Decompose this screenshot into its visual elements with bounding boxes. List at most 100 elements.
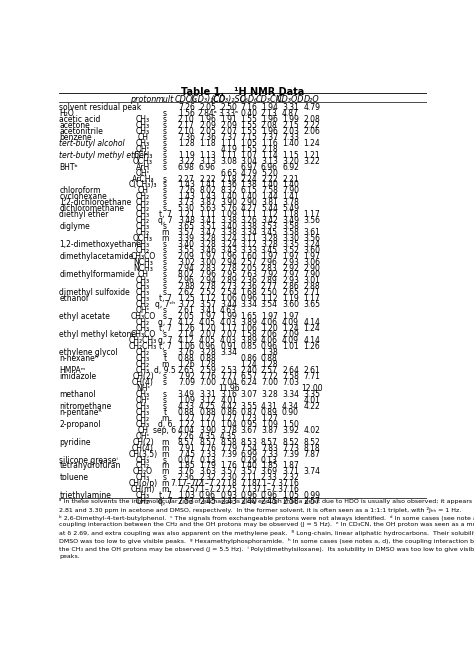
Text: CH₃: CH₃ <box>136 408 150 417</box>
Text: 1.79: 1.79 <box>199 461 216 470</box>
Text: 0.88: 0.88 <box>199 408 216 417</box>
Text: 1.50: 1.50 <box>282 420 299 428</box>
Text: 3.56: 3.56 <box>303 234 320 243</box>
Text: 7.1–7.2: 7.1–7.2 <box>193 480 221 488</box>
Text: CH₂CH₃: CH₂CH₃ <box>129 342 157 351</box>
Text: 1.91: 1.91 <box>220 114 237 124</box>
Text: 5.49: 5.49 <box>282 205 299 213</box>
Text: 1.17: 1.17 <box>304 211 320 219</box>
Text: 3.22: 3.22 <box>178 157 195 166</box>
Text: CH(2): CH(2) <box>132 438 154 447</box>
Text: 2.57: 2.57 <box>240 258 257 267</box>
Text: OHᶜ: OHᶜ <box>136 306 150 315</box>
Text: 0.96: 0.96 <box>240 294 257 303</box>
Text: s: s <box>163 330 167 339</box>
Text: 1.27: 1.27 <box>220 414 237 422</box>
Text: CH: CH <box>137 426 148 435</box>
Text: 3.28: 3.28 <box>261 234 278 243</box>
Text: 1.14: 1.14 <box>261 151 278 160</box>
Text: 3.47: 3.47 <box>199 228 216 238</box>
Text: 7.04: 7.04 <box>220 378 237 387</box>
Text: CH₃: CH₃ <box>136 401 150 411</box>
Text: 3.28: 3.28 <box>199 240 216 249</box>
Text: 7.58: 7.58 <box>261 186 278 195</box>
Text: 2.24: 2.24 <box>240 174 257 184</box>
Text: 1.12: 1.12 <box>199 294 216 303</box>
Text: 7.91: 7.91 <box>178 443 195 453</box>
Text: 0.96: 0.96 <box>261 492 278 500</box>
Text: 0.87: 0.87 <box>240 408 257 417</box>
Text: 0.85: 0.85 <box>240 342 257 351</box>
Text: 3.31: 3.31 <box>199 390 216 399</box>
Text: 7.33: 7.33 <box>282 133 299 141</box>
Text: s: s <box>163 348 167 357</box>
Text: s: s <box>163 265 167 273</box>
Text: 1.43: 1.43 <box>178 192 195 201</box>
Text: CH₃: CH₃ <box>136 294 150 303</box>
Text: s: s <box>163 205 167 213</box>
Text: 3.53: 3.53 <box>261 222 278 232</box>
Text: 3.76: 3.76 <box>178 348 195 357</box>
Text: CH₃CO: CH₃CO <box>130 252 155 261</box>
Text: DMSO was too low to give visible peaks.  ᵍ Hexamethylphosphoramide.  ʰ In some c: DMSO was too low to give visible peaks. … <box>59 538 474 544</box>
Text: 2.65: 2.65 <box>282 288 299 297</box>
Text: 1.12: 1.12 <box>261 211 278 219</box>
Text: 7.76: 7.76 <box>199 443 216 453</box>
Text: 4.05: 4.05 <box>199 318 216 327</box>
Text: 1.41: 1.41 <box>199 180 216 190</box>
Text: 3.52: 3.52 <box>282 246 299 255</box>
Text: silicone greaseⁱ: silicone greaseⁱ <box>59 455 118 465</box>
Text: BHTᵇ: BHTᵇ <box>59 163 78 172</box>
Text: 0.13: 0.13 <box>199 455 216 465</box>
Text: 1.11: 1.11 <box>199 211 216 219</box>
Text: m: m <box>161 443 169 453</box>
Text: CH₃: CH₃ <box>136 114 150 124</box>
Text: q, 7ᶜʰ: q, 7ᶜʰ <box>155 300 175 309</box>
Text: OHᶜ: OHᶜ <box>136 395 150 405</box>
Text: 1.40: 1.40 <box>282 139 299 147</box>
Text: (CD₃)₂SO: (CD₃)₂SO <box>210 95 246 104</box>
Text: 1.76: 1.76 <box>220 461 237 470</box>
Text: 4.27: 4.27 <box>240 205 257 213</box>
Text: 4.79: 4.79 <box>240 168 257 178</box>
Text: 2.40: 2.40 <box>240 497 257 507</box>
Text: 1.11: 1.11 <box>220 139 237 147</box>
Text: 3.34: 3.34 <box>282 390 299 399</box>
Text: OHᶜ: OHᶜ <box>136 168 150 178</box>
Text: CH₂: CH₂ <box>136 318 150 327</box>
Text: m: m <box>161 449 169 459</box>
Text: CH₂: CH₂ <box>136 360 150 369</box>
Text: 3.26: 3.26 <box>240 216 257 226</box>
Text: 7.13: 7.13 <box>240 486 257 494</box>
Text: 3.81: 3.81 <box>261 199 278 207</box>
Text: 1.09: 1.09 <box>261 420 278 428</box>
Text: 1.26: 1.26 <box>304 342 320 351</box>
Text: 2.36: 2.36 <box>240 276 257 285</box>
Text: 7.76: 7.76 <box>199 372 216 381</box>
Text: acetonitrile: acetonitrile <box>59 127 103 136</box>
Text: s: s <box>163 246 167 255</box>
Text: 2.58: 2.58 <box>282 497 299 507</box>
Text: s: s <box>163 282 167 291</box>
Text: 1.12: 1.12 <box>261 294 278 303</box>
Text: 2.09: 2.09 <box>282 330 299 339</box>
Text: 2.22: 2.22 <box>304 120 320 130</box>
Text: CH₃: CH₃ <box>136 366 150 375</box>
Text: CH₃: CH₃ <box>136 288 150 297</box>
Text: 4.87: 4.87 <box>282 109 299 118</box>
Text: 7.92: 7.92 <box>261 270 278 279</box>
Text: 2.15: 2.15 <box>282 120 299 130</box>
Text: CDCl₃: CDCl₃ <box>175 95 198 104</box>
Text: CH₃: CH₃ <box>136 240 150 249</box>
Text: acetone: acetone <box>59 120 90 130</box>
Text: 2.22: 2.22 <box>261 174 278 184</box>
Text: 3.11: 3.11 <box>240 234 257 243</box>
Text: 1.97: 1.97 <box>199 252 216 261</box>
Text: NCH₃: NCH₃ <box>133 265 153 273</box>
Text: 7.71: 7.71 <box>303 372 320 381</box>
Text: CH₃: CH₃ <box>136 282 150 291</box>
Text: 3.38: 3.38 <box>220 216 237 226</box>
Text: 4.03: 4.03 <box>220 336 237 345</box>
Text: 2.22: 2.22 <box>199 174 216 184</box>
Text: 7.63: 7.63 <box>240 270 257 279</box>
